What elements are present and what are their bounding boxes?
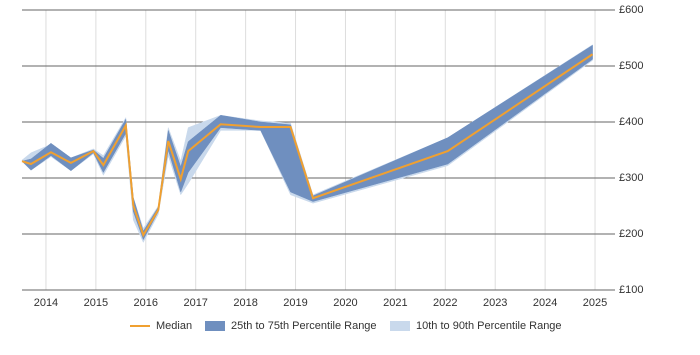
x-tick-label: 2014 (34, 297, 58, 309)
x-tick-label: 2025 (583, 297, 607, 309)
x-tick-label: 2021 (383, 297, 407, 309)
legend-swatch (205, 321, 225, 331)
x-tick-label: 2022 (433, 297, 457, 309)
legend-swatch (390, 321, 410, 331)
x-tick-label: 2016 (134, 297, 158, 309)
legend-label: 25th to 75th Percentile Range (231, 320, 377, 332)
y-tick-label: £300 (619, 172, 643, 184)
y-tick-label: £100 (619, 284, 643, 296)
x-tick-label: 2017 (183, 297, 207, 309)
x-tick-label: 2020 (333, 297, 357, 309)
percentile-band (21, 44, 593, 243)
x-tick-label: 2024 (533, 297, 557, 309)
legend-label: 10th to 90th Percentile Range (416, 320, 562, 332)
median-line (21, 53, 594, 238)
x-tick-label: 2019 (283, 297, 307, 309)
y-tick-label: £400 (619, 116, 643, 128)
y-tick-label: £600 (619, 4, 643, 16)
legend-label: Median (156, 320, 192, 332)
y-tick-label: £500 (619, 60, 643, 72)
x-tick-label: 2023 (483, 297, 507, 309)
y-tick-label: £200 (619, 228, 643, 240)
x-tick-label: 2018 (233, 297, 257, 309)
percentile-band (21, 44, 593, 241)
x-tick-label: 2015 (84, 297, 108, 309)
